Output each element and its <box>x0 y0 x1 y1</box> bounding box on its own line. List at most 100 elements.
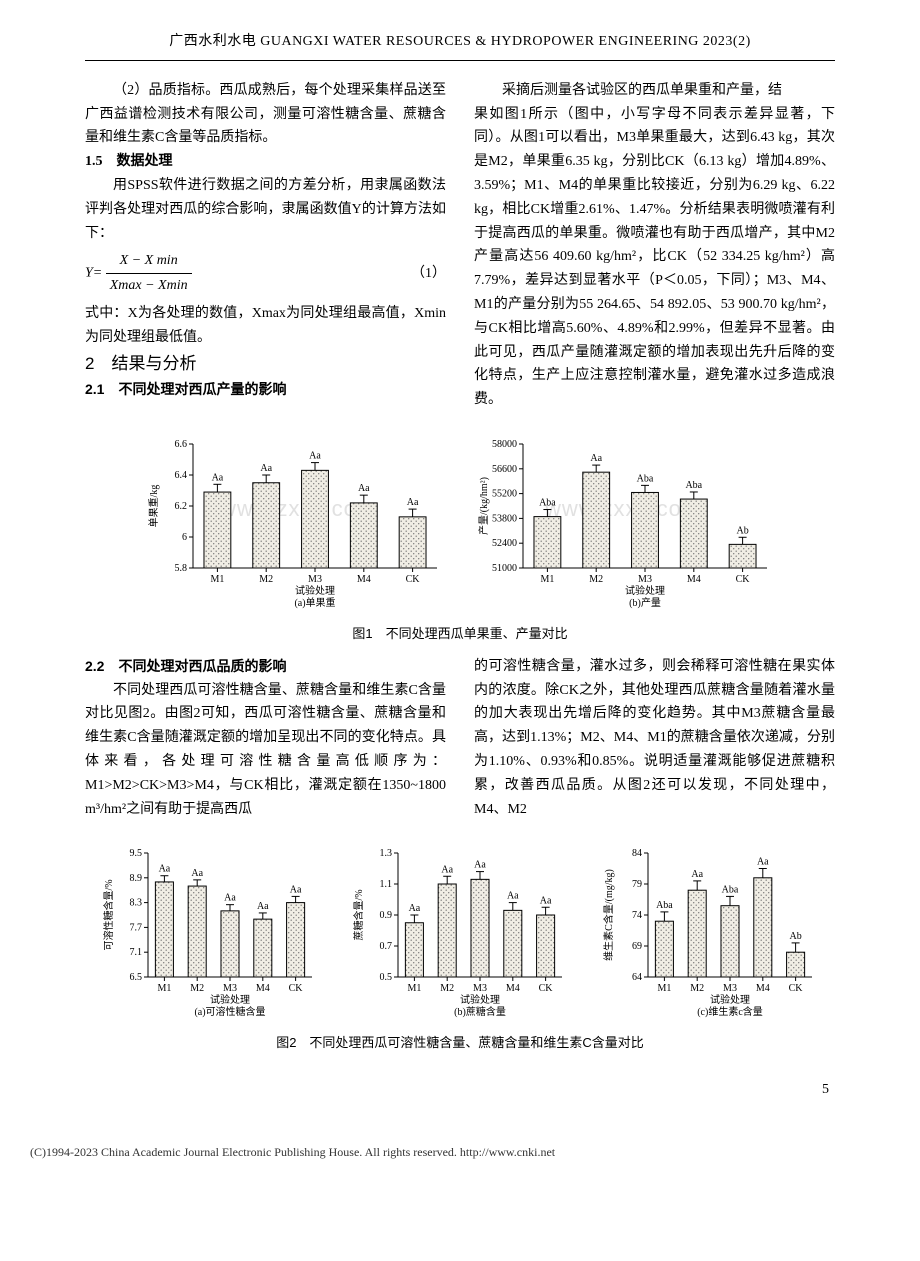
svg-text:6.5: 6.5 <box>130 972 143 983</box>
eq-lhs: Y= <box>85 266 102 281</box>
svg-text:M2: M2 <box>690 983 704 994</box>
svg-text:Aba: Aba <box>722 885 739 896</box>
svg-text:CK: CK <box>736 574 751 585</box>
figure-1: www.zxxk.com www.zxxk.com 5.866.26.46.6A… <box>85 430 835 645</box>
svg-text:(a)可溶性糖含量: (a)可溶性糖含量 <box>194 1005 265 1018</box>
body-columns-2: 2.2 不同处理对西瓜品质的影响 不同处理西瓜可溶性糖含量、蔗糖含量和维生素C含… <box>85 655 835 822</box>
svg-text:Aa: Aa <box>260 463 272 474</box>
svg-text:(b)蔗糖含量: (b)蔗糖含量 <box>454 1005 506 1018</box>
svg-text:84: 84 <box>632 848 642 859</box>
svg-text:Aa: Aa <box>757 857 769 868</box>
svg-text:M1: M1 <box>657 983 671 994</box>
svg-text:55200: 55200 <box>492 489 517 500</box>
eq-numer: X − X min <box>106 249 192 274</box>
svg-text:M2: M2 <box>190 983 204 994</box>
svg-text:M1: M1 <box>210 574 224 585</box>
svg-text:M3: M3 <box>723 983 737 994</box>
svg-text:58000: 58000 <box>492 439 517 450</box>
svg-text:M3: M3 <box>638 574 652 585</box>
svg-text:Aa: Aa <box>474 860 486 871</box>
svg-text:Aa: Aa <box>540 896 552 907</box>
svg-text:Aba: Aba <box>685 480 702 491</box>
svg-text:0.5: 0.5 <box>380 972 393 983</box>
svg-text:6: 6 <box>182 532 187 543</box>
svg-text:M3: M3 <box>473 983 487 994</box>
svg-text:(b)产量: (b)产量 <box>629 596 661 609</box>
svg-text:52400: 52400 <box>492 538 517 549</box>
svg-text:Aa: Aa <box>191 868 203 879</box>
svg-text:M4: M4 <box>256 983 270 994</box>
svg-text:CK: CK <box>539 983 554 994</box>
svg-text:Aa: Aa <box>257 901 269 912</box>
svg-text:53800: 53800 <box>492 513 517 524</box>
svg-text:8.9: 8.9 <box>130 873 143 884</box>
svg-text:79: 79 <box>632 879 642 890</box>
para-spss: 用SPSS软件进行数据之间的方差分析，用隶属函数法评判各处理对西瓜的综合影响，隶… <box>85 174 446 245</box>
svg-text:Aa: Aa <box>507 891 519 902</box>
svg-text:M1: M1 <box>407 983 421 994</box>
svg-text:Aa: Aa <box>309 451 321 462</box>
svg-text:7.1: 7.1 <box>130 948 143 959</box>
svg-text:7.7: 7.7 <box>130 923 143 934</box>
svg-text:CK: CK <box>289 983 304 994</box>
eq-number: （1） <box>411 262 446 286</box>
svg-text:M2: M2 <box>440 983 454 994</box>
svg-text:5.8: 5.8 <box>175 563 188 574</box>
svg-text:51000: 51000 <box>492 563 517 574</box>
bar-chart: 6469747984AbaM1AaM2AbaM3AaM4AbCK试验处理(c)维… <box>600 839 820 1019</box>
eq-denom: Xmax − Xmin <box>106 274 192 298</box>
para-yield-a: 采摘后测量各试验区的西瓜单果重和产量，结 <box>474 79 835 103</box>
svg-text:6.6: 6.6 <box>175 439 188 450</box>
svg-text:Aa: Aa <box>407 497 419 508</box>
svg-text:试验处理: 试验处理 <box>460 993 500 1006</box>
svg-text:M4: M4 <box>357 574 371 585</box>
svg-text:Aa: Aa <box>224 893 236 904</box>
svg-text:74: 74 <box>632 910 642 921</box>
svg-text:试验处理: 试验处理 <box>210 993 250 1006</box>
svg-text:Aba: Aba <box>539 497 556 508</box>
heading-2: 2 结果与分析 <box>85 350 446 379</box>
heading-2-2: 2.2 不同处理对西瓜品质的影响 <box>85 655 446 679</box>
para-quality-b: 的可溶性糖含量，灌水过多，则会稀释可溶性糖在果实体内的浓度。除CK之外，其他处理… <box>474 655 835 822</box>
svg-text:1.3: 1.3 <box>380 848 393 859</box>
para-quality-a: 不同处理西瓜可溶性糖含量、蔗糖含量和维生素C含量对比见图2。由图2可知，西瓜可溶… <box>85 679 446 822</box>
svg-text:Aa: Aa <box>212 472 224 483</box>
para-eq-desc: 式中：X为各处理的数值，Xmax为同处理组最高值，Xmin为同处理组最低值。 <box>85 302 446 350</box>
svg-text:CK: CK <box>789 983 804 994</box>
footer: (C)1994-2023 China Academic Journal Elec… <box>0 1142 920 1162</box>
svg-text:Aa: Aa <box>691 869 703 880</box>
svg-text:6.4: 6.4 <box>175 470 188 481</box>
svg-text:6.2: 6.2 <box>175 501 188 512</box>
svg-text:试验处理: 试验处理 <box>625 584 665 597</box>
figure-1-caption: 图1 不同处理西瓜单果重、产量对比 <box>85 623 835 645</box>
svg-text:(a)单果重: (a)单果重 <box>294 596 335 609</box>
svg-text:M1: M1 <box>540 574 554 585</box>
svg-text:M2: M2 <box>259 574 273 585</box>
body-columns: （2）品质指标。西瓜成熟后，每个处理采集样品送至广西益谱检测技术有限公司，测量可… <box>85 79 835 412</box>
svg-text:64: 64 <box>632 972 642 983</box>
svg-text:可溶性糖含量/%: 可溶性糖含量/% <box>102 880 115 951</box>
svg-text:试验处理: 试验处理 <box>295 584 335 597</box>
svg-text:Ab: Ab <box>789 931 801 942</box>
svg-text:M2: M2 <box>589 574 603 585</box>
svg-text:1.1: 1.1 <box>380 879 393 890</box>
svg-text:Aba: Aba <box>656 900 673 911</box>
heading-2-1: 2.1 不同处理对西瓜产量的影响 <box>85 378 446 402</box>
svg-text:0.7: 0.7 <box>380 941 393 952</box>
svg-text:CK: CK <box>406 574 421 585</box>
para-yield-b: 果如图1所示（图中，小写字母不同表示差异显著，下同）。从图1可以看出，M3单果重… <box>474 103 835 412</box>
svg-text:M3: M3 <box>223 983 237 994</box>
svg-text:产量/(kg/hm²): 产量/(kg/hm²) <box>477 477 490 535</box>
svg-text:56600: 56600 <box>492 464 517 475</box>
svg-text:M4: M4 <box>687 574 701 585</box>
equation-1: Y= X − X min Xmax − Xmin （1） <box>85 249 446 298</box>
svg-text:(c)维生素c含量: (c)维生素c含量 <box>697 1005 763 1018</box>
para-quality-indicator: （2）品质指标。西瓜成熟后，每个处理采集样品送至广西益谱检测技术有限公司，测量可… <box>85 79 446 150</box>
svg-text:8.3: 8.3 <box>130 898 143 909</box>
bar-chart: 510005240053800552005660058000AbaM1AaM2A… <box>475 430 775 610</box>
bar-chart: 5.866.26.46.6AaM1AaM2AaM3AaM4AaCK试验处理(a)… <box>145 430 445 610</box>
svg-text:Ab: Ab <box>736 525 748 536</box>
svg-text:单果重/kg: 单果重/kg <box>147 485 160 528</box>
svg-text:9.5: 9.5 <box>130 848 143 859</box>
figure-2-caption: 图2 不同处理西瓜可溶性糖含量、蔗糖含量和维生素C含量对比 <box>85 1032 835 1054</box>
